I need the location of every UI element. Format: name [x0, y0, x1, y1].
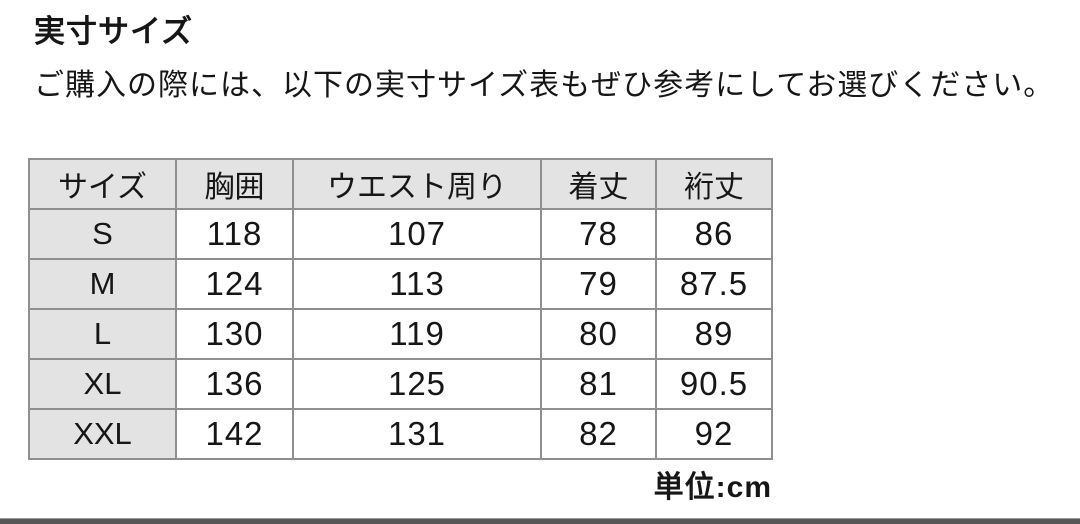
- sleeve-cell: 86: [655, 208, 773, 260]
- table-row: XL 136 125 81 90.5: [28, 358, 773, 410]
- bottom-divider-bar: [0, 518, 1080, 524]
- waist-cell: 107: [292, 208, 542, 260]
- waist-cell: 119: [292, 308, 542, 360]
- sleeve-cell: 90.5: [655, 358, 773, 410]
- length-cell: 82: [540, 408, 657, 460]
- chest-cell: 130: [175, 308, 294, 360]
- chest-cell: 124: [175, 258, 294, 310]
- column-header-length: 着丈: [540, 158, 657, 210]
- sleeve-cell: 87.5: [655, 258, 773, 310]
- page-subtitle: ご購入の際には、以下の実寸サイズ表もぜひ参考にしてお選びください。: [34, 68, 1055, 102]
- waist-cell: 125: [292, 358, 542, 410]
- column-header-size: サイズ: [28, 158, 177, 210]
- column-header-waist: ウエスト周り: [292, 158, 542, 210]
- waist-cell: 113: [292, 258, 542, 310]
- length-cell: 78: [540, 208, 657, 260]
- waist-cell: 131: [292, 408, 542, 460]
- column-header-chest: 胸囲: [175, 158, 294, 210]
- length-cell: 80: [540, 308, 657, 360]
- page-title: 実寸サイズ: [34, 14, 194, 49]
- table-row: XXL 142 131 82 92: [28, 408, 773, 460]
- chest-cell: 142: [175, 408, 294, 460]
- sleeve-cell: 92: [655, 408, 773, 460]
- size-table: サイズ 胸囲 ウエスト周り 着丈 裄丈 S 118 107 78 86 M 12…: [28, 158, 773, 460]
- table-row: S 118 107 78 86: [28, 208, 773, 260]
- column-header-sleeve: 裄丈: [655, 158, 773, 210]
- size-cell: M: [28, 258, 177, 310]
- size-cell: XL: [28, 358, 177, 410]
- table-header-row: サイズ 胸囲 ウエスト周り 着丈 裄丈: [28, 158, 773, 210]
- table-row: M 124 113 79 87.5: [28, 258, 773, 310]
- chest-cell: 118: [175, 208, 294, 260]
- sleeve-cell: 89: [655, 308, 773, 360]
- table-row: L 130 119 80 89: [28, 308, 773, 360]
- length-cell: 79: [540, 258, 657, 310]
- size-cell: S: [28, 208, 177, 260]
- chest-cell: 136: [175, 358, 294, 410]
- unit-note: 単位:cm: [653, 471, 772, 504]
- intro-block: 実寸サイズ ご購入の際には、以下の実寸サイズ表もぜひ参考にしてお選びください。: [0, 0, 1080, 104]
- size-cell: L: [28, 308, 177, 360]
- size-cell: XXL: [28, 408, 177, 460]
- length-cell: 81: [540, 358, 657, 410]
